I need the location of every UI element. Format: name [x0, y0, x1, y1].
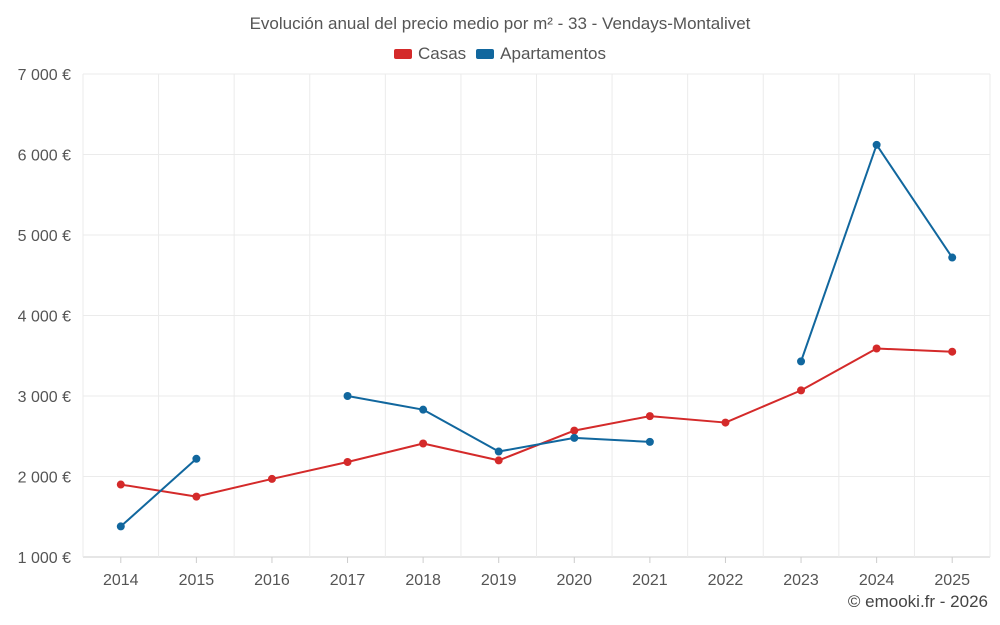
data-point-casas: [797, 386, 806, 395]
data-point-apartamentos: [872, 140, 881, 149]
x-tick-label: 2016: [254, 572, 290, 589]
data-point-casas: [721, 418, 730, 427]
data-point-apartamentos: [797, 357, 806, 366]
data-point-casas: [267, 474, 276, 483]
y-tick-label: 1 000 €: [18, 550, 71, 567]
y-tick-label: 3 000 €: [18, 389, 71, 406]
x-tick-label: 2020: [556, 572, 592, 589]
x-tick-label: 2018: [405, 572, 441, 589]
y-tick-label: 5 000 €: [18, 228, 71, 245]
series-line-apartamentos: [347, 395, 650, 453]
data-point-apartamentos: [116, 522, 125, 531]
x-tick-label: 2023: [783, 572, 819, 589]
data-point-casas: [192, 492, 201, 501]
legend-swatch-apartamentos: [476, 49, 495, 59]
y-tick-label: 2 000 €: [18, 470, 71, 487]
y-tick-label: 7 000 €: [18, 67, 71, 84]
chart-title: Evolución anual del precio medio por m² …: [249, 14, 751, 33]
data-point-apartamentos: [192, 454, 201, 463]
x-tick-label: 2017: [330, 572, 366, 589]
data-point-apartamentos: [645, 437, 654, 446]
data-point-casas: [570, 426, 579, 435]
data-point-casas: [645, 412, 654, 421]
series-line-apartamentos: [120, 458, 198, 528]
x-tick-label: 2021: [632, 572, 668, 589]
y-tick-label: 4 000 €: [18, 309, 71, 326]
legend-label-casas: Casas: [417, 44, 467, 63]
series-line-apartamentos: [800, 143, 954, 362]
legend-swatch-casas: [393, 49, 412, 59]
data-point-casas: [948, 347, 957, 356]
x-tick-label: 2014: [103, 572, 139, 589]
x-tick-label: 2019: [481, 572, 517, 589]
x-tick-label: 2015: [179, 572, 215, 589]
data-point-casas: [419, 439, 428, 448]
y-tick-label: 6 000 €: [18, 148, 71, 165]
legend-item-apartamentos[interactable]: Apartamentos: [476, 44, 606, 64]
chart-legend: Casas Apartamentos: [0, 44, 1000, 64]
data-point-apartamentos: [343, 392, 352, 400]
x-tick-label: 2022: [708, 572, 744, 589]
data-point-casas: [116, 480, 125, 489]
data-point-casas: [343, 458, 352, 467]
data-point-apartamentos: [419, 405, 428, 414]
data-point-apartamentos: [494, 447, 503, 456]
legend-item-casas[interactable]: Casas: [393, 44, 467, 64]
copyright-footer: © emooki.fr - 2026: [847, 592, 988, 611]
data-point-apartamentos: [948, 253, 957, 262]
data-point-apartamentos: [570, 433, 579, 442]
x-tick-label: 2024: [859, 572, 895, 589]
x-tick-label: 2025: [934, 572, 970, 589]
data-point-casas: [872, 344, 881, 353]
legend-label-apartamentos: Apartamentos: [500, 44, 607, 63]
data-point-casas: [494, 456, 503, 465]
